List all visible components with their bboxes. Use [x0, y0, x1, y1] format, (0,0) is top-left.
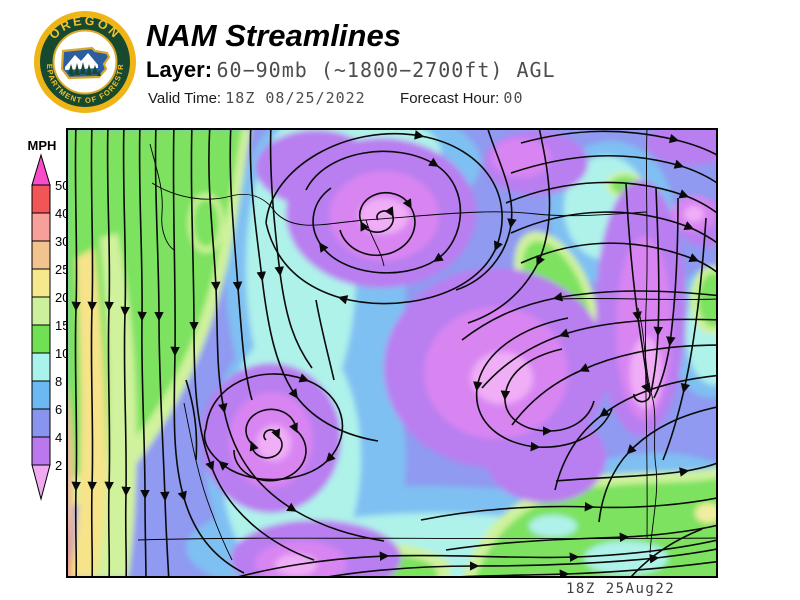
legend-tick-label: 50 [55, 178, 69, 193]
layer-value: 60−90mb (~1800−2700ft) AGL [216, 58, 556, 82]
legend-tick-label: 30 [55, 234, 69, 249]
legend-tick-label: 25 [55, 262, 69, 277]
legend-tick-label: 4 [55, 430, 62, 445]
page-title: NAM Streamlines [146, 18, 401, 53]
forecast-hour-value: 00 [503, 89, 524, 107]
legend-tick-label: 15 [55, 318, 69, 333]
legend-bar-svg: 50 40 30 25 20 15 10 8 6 4 2 [31, 153, 69, 501]
logo-mountain [65, 53, 98, 70]
legend-band [31, 268, 51, 298]
valid-time-label: Valid Time: [148, 90, 222, 107]
legend-tick-label: 8 [55, 374, 62, 389]
legend-tick-label: 2 [55, 458, 62, 473]
legend-band [31, 408, 51, 438]
legend-band [31, 380, 51, 410]
legend-band [31, 296, 51, 326]
legend-band [31, 184, 51, 214]
logo-oregon-shape [60, 46, 111, 80]
streamlines [71, 128, 718, 578]
legend-band [31, 212, 51, 242]
legend-arrow-bottom [31, 464, 51, 501]
valid-time-line: Valid Time: 18Z 08/25/2022 Forecast Hour… [148, 89, 523, 107]
wind-speed-field [66, 128, 718, 578]
legend-units-label: MPH [27, 138, 57, 153]
legend-band [31, 324, 51, 354]
layer-label: Layer: [146, 57, 213, 82]
legend-tick-label: 6 [55, 402, 62, 417]
map-border [66, 128, 718, 578]
legend-tick-label: 20 [55, 290, 69, 305]
legend-arrow-top [31, 153, 51, 186]
legend-band [31, 352, 51, 382]
legend-band [31, 436, 51, 466]
legend-tick-label: 40 [55, 206, 69, 221]
odf-logo: OREGON DEPARTMENT OF FORESTRY [34, 11, 136, 113]
map-timestamp: 18Z 25Aug22 [566, 581, 676, 597]
streamline-map [66, 128, 718, 578]
forecast-hour-label: Forecast Hour: [400, 90, 500, 107]
logo-trees [68, 62, 101, 76]
layer-line: Layer: 60−90mb (~1800−2700ft) AGL [146, 57, 556, 83]
legend-band [31, 240, 51, 270]
legend-tick-label: 10 [55, 346, 69, 361]
valid-time-value: 18Z 08/25/2022 [225, 89, 366, 107]
